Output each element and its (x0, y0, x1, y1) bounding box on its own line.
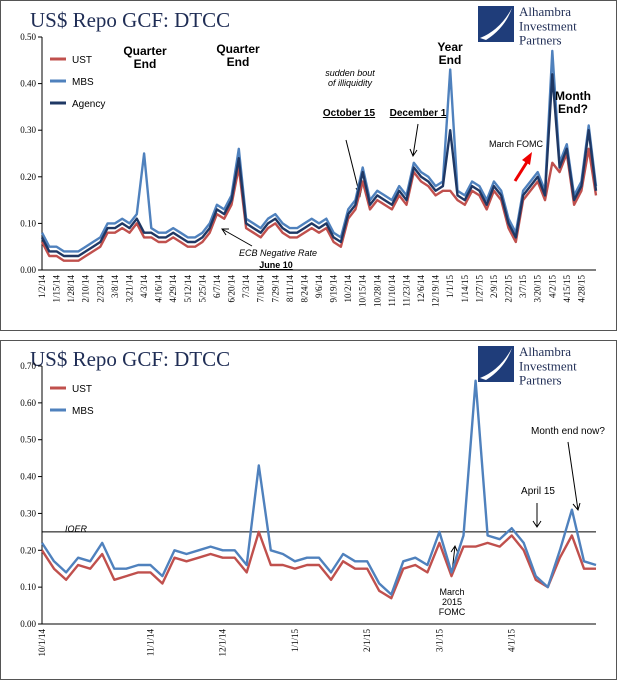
x-tick-label: 10/1/14 (37, 629, 47, 657)
y-tick-label: 0.70 (20, 361, 36, 371)
x-tick-label: 8/24/14 (299, 275, 309, 303)
annotation: December 1 (390, 108, 447, 119)
x-tick-label: 2/9/15 (489, 275, 499, 299)
annotation: Month end now? (531, 426, 605, 437)
x-tick-label: 1/14/15 (460, 275, 470, 303)
y-tick-label: 0.10 (20, 218, 36, 228)
y-tick-label: 0.50 (20, 435, 36, 445)
x-tick-label: 4/16/14 (154, 275, 164, 303)
x-tick-label: 1/28/14 (66, 275, 76, 303)
series-line (40, 379, 597, 596)
x-tick-label: 1/1/15 (445, 275, 455, 299)
x-tick-label: 4/28/15 (576, 275, 586, 303)
x-tick-label: 7/29/14 (270, 275, 280, 303)
annotation: June 10 (259, 260, 293, 270)
annotation: sudden bout of illiquidity (325, 68, 375, 88)
x-tick-label: 8/11/14 (285, 275, 295, 303)
panel-frame (0, 340, 617, 680)
x-tick-label: 1/1/15 (290, 629, 300, 653)
legend-label: UST (72, 384, 92, 395)
legend-label: MBS (72, 77, 94, 88)
x-tick-label: 1/2/14 (37, 275, 47, 299)
x-tick-label: 9/19/14 (329, 275, 339, 303)
y-tick-label: 0.20 (20, 172, 36, 182)
series-line (40, 73, 598, 258)
x-tick-label: 12/6/14 (416, 275, 426, 303)
chart-title: US$ Repo GCF: DTCC (30, 347, 230, 371)
y-tick-label: 0.30 (20, 125, 36, 135)
x-tick-label: 11/23/14 (401, 275, 411, 307)
chart-title: US$ Repo GCF: DTCC (30, 8, 230, 32)
x-tick-label: 3/7/15 (518, 275, 528, 299)
x-tick-label: 4/15/15 (562, 275, 572, 303)
legend-label: UST (72, 55, 92, 66)
annotation: Quarter End (216, 42, 260, 69)
x-tick-label: 2/10/14 (81, 275, 91, 303)
x-tick-label: 7/3/14 (241, 275, 251, 299)
logo-text: Alhambra Investment Partners (519, 4, 577, 48)
x-tick-label: 10/28/14 (372, 275, 382, 308)
x-tick-label: 1/15/14 (52, 275, 62, 303)
x-tick-label: 3/21/14 (124, 275, 134, 303)
y-tick-label: 0.20 (20, 545, 36, 555)
x-tick-label: 7/16/14 (256, 275, 266, 303)
annotation: October 15 (323, 108, 376, 119)
series-line (40, 530, 596, 600)
x-tick-label: 5/12/14 (183, 275, 193, 303)
x-tick-label: 4/1/15 (507, 629, 517, 653)
y-tick-label: 0.00 (20, 265, 36, 275)
x-tick-label: 4/29/14 (168, 275, 178, 303)
x-tick-label: 5/25/14 (197, 275, 207, 303)
legend-label: MBS (72, 406, 94, 417)
x-tick-label: 6/7/14 (212, 275, 222, 299)
x-tick-label: 11/1/14 (145, 629, 155, 657)
x-tick-label: 4/2/15 (547, 275, 557, 299)
annotation: April 15 (521, 486, 555, 497)
annotation: IOER (65, 524, 88, 534)
annotation: Quarter End (123, 44, 167, 71)
y-tick-label: 0.00 (20, 619, 36, 629)
legend-label: Agency (72, 99, 105, 110)
x-tick-label: 10/15/14 (358, 275, 368, 308)
x-tick-label: 9/6/14 (314, 275, 324, 299)
y-tick-label: 0.50 (20, 32, 36, 42)
panel-frame (0, 0, 617, 331)
series-line (40, 147, 598, 262)
x-tick-label: 11/10/14 (387, 275, 397, 307)
x-tick-label: 10/2/14 (343, 275, 353, 303)
annotation: March FOMC (489, 139, 544, 149)
x-tick-label: 1/27/15 (474, 275, 484, 303)
annotation: Month End? (555, 89, 591, 116)
red-arrow (513, 152, 532, 182)
x-tick-label: 6/20/14 (227, 275, 237, 303)
logo-icon (478, 6, 514, 382)
x-tick-label: 3/20/15 (533, 275, 543, 303)
annotation: March 2015 FOMC (439, 587, 466, 617)
x-tick-label: 3/8/14 (110, 275, 120, 299)
y-tick-label: 0.40 (20, 79, 36, 89)
x-tick-label: 4/3/14 (139, 275, 149, 299)
annotation: ECB Negative Rate (239, 248, 317, 258)
y-tick-label: 0.40 (20, 472, 36, 482)
x-tick-label: 2/1/15 (362, 629, 372, 653)
x-tick-label: 12/19/14 (431, 275, 441, 308)
series-line (40, 49, 598, 253)
y-tick-label: 0.10 (20, 582, 36, 592)
y-tick-label: 0.30 (20, 508, 36, 518)
annotation: Year End (437, 40, 463, 67)
x-tick-label: 12/1/14 (218, 629, 228, 657)
y-tick-label: 0.60 (20, 398, 36, 408)
logo-text: Alhambra Investment Partners (519, 344, 577, 388)
x-tick-label: 3/1/15 (434, 629, 444, 653)
x-tick-label: 2/23/14 (95, 275, 105, 303)
x-tick-label: 2/22/15 (504, 275, 514, 303)
